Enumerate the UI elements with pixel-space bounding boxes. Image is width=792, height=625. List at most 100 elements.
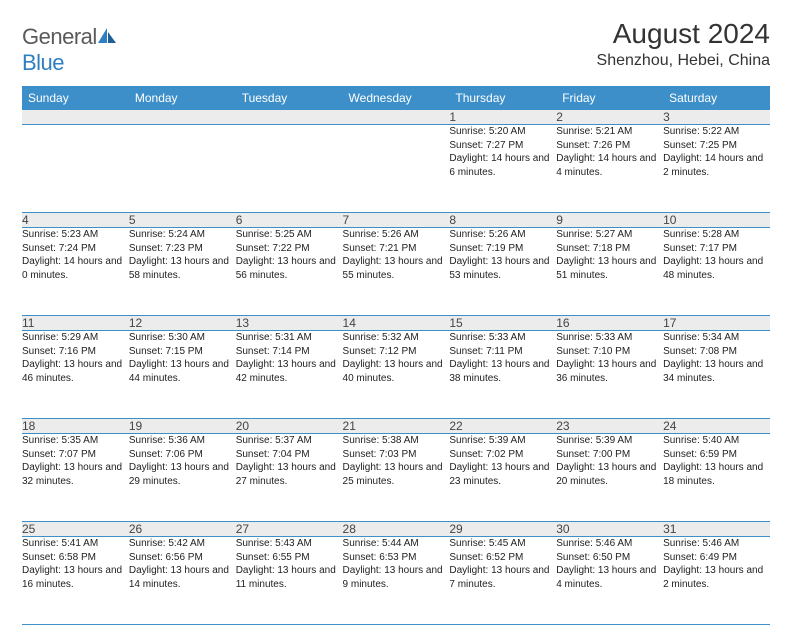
weekday-header: Tuesday: [236, 86, 343, 110]
sunrise-label: Sunrise:: [129, 229, 166, 240]
day-number-cell: [129, 110, 236, 125]
sunrise-label: Sunrise:: [556, 538, 593, 549]
sunset-value: 6:55 PM: [272, 552, 309, 563]
day-content-cell: [343, 125, 450, 213]
day-content-cell: Sunrise: 5:21 AMSunset: 7:26 PMDaylight:…: [556, 125, 663, 213]
sunset-label: Sunset:: [449, 243, 483, 254]
sunrise-value: 5:43 AM: [275, 538, 312, 549]
sunrise-value: 5:33 AM: [489, 332, 526, 343]
day-number-cell: 6: [236, 213, 343, 228]
sunset-value: 7:14 PM: [272, 346, 309, 357]
weekday-header: Wednesday: [343, 86, 450, 110]
day-content-cell: [236, 125, 343, 213]
daylight-label: Daylight:: [22, 359, 61, 370]
sunrise-label: Sunrise:: [236, 332, 273, 343]
day-number-cell: 4: [22, 213, 129, 228]
sunset-label: Sunset:: [663, 243, 697, 254]
sunrise-value: 5:28 AM: [703, 229, 740, 240]
logo-sail-icon: [97, 26, 117, 44]
sunset-label: Sunset:: [129, 346, 163, 357]
sunrise-label: Sunrise:: [22, 435, 59, 446]
sunrise-label: Sunrise:: [663, 126, 700, 137]
sunrise-label: Sunrise:: [556, 229, 593, 240]
sunset-value: 7:22 PM: [272, 243, 309, 254]
sunset-value: 7:26 PM: [593, 140, 630, 151]
daylight-label: Daylight:: [343, 565, 382, 576]
day-number-cell: 28: [343, 522, 450, 537]
day-content-cell: Sunrise: 5:35 AMSunset: 7:07 PMDaylight:…: [22, 434, 129, 522]
daylight-label: Daylight:: [22, 462, 61, 473]
sunset-value: 7:24 PM: [59, 243, 96, 254]
day-number-cell: 9: [556, 213, 663, 228]
day-content-cell: Sunrise: 5:39 AMSunset: 7:00 PMDaylight:…: [556, 434, 663, 522]
weekday-header: Thursday: [449, 86, 556, 110]
day-content-cell: Sunrise: 5:37 AMSunset: 7:04 PMDaylight:…: [236, 434, 343, 522]
sunrise-label: Sunrise:: [556, 332, 593, 343]
sunrise-label: Sunrise:: [22, 229, 59, 240]
day-number-cell: 18: [22, 419, 129, 434]
day-number-cell: 26: [129, 522, 236, 537]
sunset-value: 7:21 PM: [379, 243, 416, 254]
sunrise-label: Sunrise:: [343, 332, 380, 343]
sunset-value: 6:49 PM: [700, 552, 737, 563]
title-block: August 2024 Shenzhou, Hebei, China: [597, 18, 770, 70]
daylight-label: Daylight:: [22, 256, 61, 267]
sunset-value: 6:58 PM: [59, 552, 96, 563]
sunset-label: Sunset:: [556, 140, 590, 151]
day-number-cell: 27: [236, 522, 343, 537]
sunrise-value: 5:46 AM: [703, 538, 740, 549]
daylight-label: Daylight:: [556, 153, 595, 164]
day-content-cell: Sunrise: 5:25 AMSunset: 7:22 PMDaylight:…: [236, 228, 343, 316]
day-number-cell: 12: [129, 316, 236, 331]
sunrise-label: Sunrise:: [129, 435, 166, 446]
sunset-label: Sunset:: [556, 449, 590, 460]
sunrise-label: Sunrise:: [663, 229, 700, 240]
day-content-cell: Sunrise: 5:32 AMSunset: 7:12 PMDaylight:…: [343, 331, 450, 419]
sunrise-value: 5:21 AM: [596, 126, 633, 137]
day-content-cell: Sunrise: 5:43 AMSunset: 6:55 PMDaylight:…: [236, 537, 343, 625]
sunset-label: Sunset:: [343, 449, 377, 460]
day-content-cell: [129, 125, 236, 213]
sunset-value: 7:08 PM: [700, 346, 737, 357]
sunrise-label: Sunrise:: [663, 538, 700, 549]
sunset-value: 7:25 PM: [700, 140, 737, 151]
day-number-cell: 11: [22, 316, 129, 331]
sunrise-label: Sunrise:: [449, 435, 486, 446]
day-content-cell: Sunrise: 5:31 AMSunset: 7:14 PMDaylight:…: [236, 331, 343, 419]
sunset-label: Sunset:: [22, 449, 56, 460]
sunset-value: 7:10 PM: [593, 346, 630, 357]
daylight-label: Daylight:: [663, 565, 702, 576]
day-content-cell: Sunrise: 5:28 AMSunset: 7:17 PMDaylight:…: [663, 228, 770, 316]
day-number-cell: 1: [449, 110, 556, 125]
day-content-cell: Sunrise: 5:34 AMSunset: 7:08 PMDaylight:…: [663, 331, 770, 419]
sunrise-value: 5:22 AM: [703, 126, 740, 137]
daylight-label: Daylight:: [663, 153, 702, 164]
sunrise-value: 5:25 AM: [275, 229, 312, 240]
daylight-label: Daylight:: [556, 256, 595, 267]
sunset-value: 6:52 PM: [486, 552, 523, 563]
sunset-value: 7:15 PM: [166, 346, 203, 357]
day-content-cell: Sunrise: 5:23 AMSunset: 7:24 PMDaylight:…: [22, 228, 129, 316]
day-content-cell: Sunrise: 5:38 AMSunset: 7:03 PMDaylight:…: [343, 434, 450, 522]
sunset-value: 7:16 PM: [59, 346, 96, 357]
day-number-cell: 10: [663, 213, 770, 228]
sunset-label: Sunset:: [129, 243, 163, 254]
sunset-label: Sunset:: [556, 346, 590, 357]
day-number-cell: [22, 110, 129, 125]
day-content-cell: Sunrise: 5:45 AMSunset: 6:52 PMDaylight:…: [449, 537, 556, 625]
day-content-cell: Sunrise: 5:36 AMSunset: 7:06 PMDaylight:…: [129, 434, 236, 522]
daylight-label: Daylight:: [449, 462, 488, 473]
sunrise-label: Sunrise:: [663, 332, 700, 343]
day-number-cell: 17: [663, 316, 770, 331]
sunrise-value: 5:35 AM: [61, 435, 98, 446]
sunset-value: 7:23 PM: [166, 243, 203, 254]
day-content-cell: Sunrise: 5:24 AMSunset: 7:23 PMDaylight:…: [129, 228, 236, 316]
logo-text: GeneralBlue: [22, 24, 117, 76]
sunset-label: Sunset:: [449, 552, 483, 563]
sunrise-label: Sunrise:: [129, 332, 166, 343]
day-content-cell: Sunrise: 5:46 AMSunset: 6:49 PMDaylight:…: [663, 537, 770, 625]
sunset-value: 7:03 PM: [379, 449, 416, 460]
daylight-label: Daylight:: [129, 359, 168, 370]
daylight-label: Daylight:: [343, 256, 382, 267]
sunset-label: Sunset:: [343, 243, 377, 254]
